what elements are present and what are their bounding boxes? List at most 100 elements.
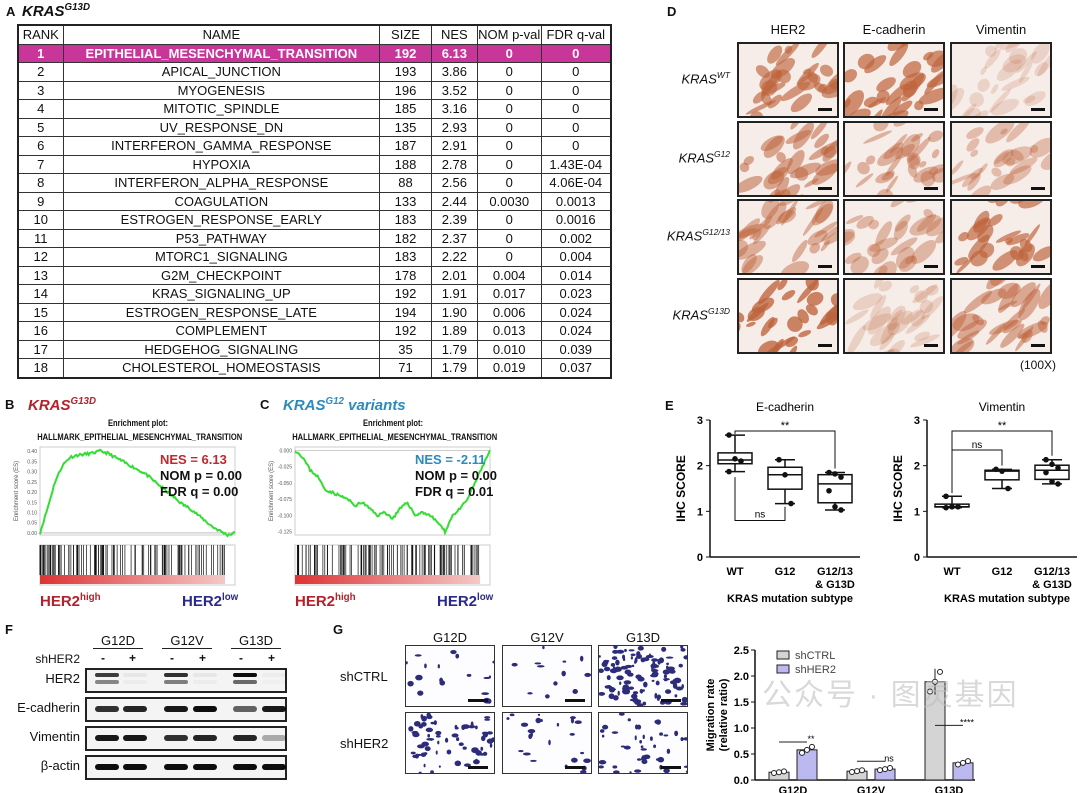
cell — [599, 691, 606, 696]
cell — [424, 746, 431, 752]
column-label: Vimentin — [975, 22, 1027, 37]
cell — [478, 751, 481, 755]
data-point — [1043, 456, 1049, 463]
stain-blob — [909, 214, 942, 236]
data-point — [832, 471, 838, 477]
stain-blob — [864, 55, 887, 74]
cell — [426, 713, 431, 717]
cell — [542, 646, 545, 650]
stain-blob — [958, 232, 969, 242]
stain-blob — [877, 146, 904, 167]
scale-bar — [1031, 108, 1045, 111]
stain-blob — [913, 166, 939, 183]
migration-image — [502, 712, 592, 774]
cell — [471, 747, 479, 754]
stain-blob — [883, 142, 904, 160]
stain-blob — [889, 44, 909, 67]
cell — [620, 665, 629, 670]
blot-strip — [85, 668, 287, 693]
stain-blob — [926, 217, 943, 237]
stain-blob — [907, 154, 920, 170]
x-tick-label: WT — [943, 566, 960, 578]
table-cell: INTERFERON_ALPHA_RESPONSE — [62, 173, 381, 193]
cell — [430, 738, 433, 741]
stain-blob — [863, 130, 892, 144]
cell — [632, 697, 639, 704]
stain-blob — [1003, 165, 1032, 185]
es-curve — [39, 448, 236, 538]
band — [262, 764, 286, 770]
cell — [579, 770, 587, 773]
chart-title: Vimentin — [979, 400, 1025, 414]
cell — [553, 681, 558, 686]
stain-blob — [899, 255, 917, 272]
cell — [446, 749, 452, 755]
stain-blob — [776, 207, 797, 225]
stain-blob — [805, 280, 819, 291]
stain-blob — [777, 280, 788, 291]
cell — [601, 661, 608, 668]
table-cell: 0 — [476, 228, 542, 248]
stain-blob — [1006, 123, 1031, 143]
table-cell: 2.56 — [430, 173, 478, 193]
table-cell: CHOLESTEROL_HOMEOSTASIS — [62, 358, 381, 378]
cell — [641, 759, 648, 765]
label-sup: high — [80, 592, 101, 603]
stain-blob — [966, 127, 984, 140]
stain-blob — [890, 201, 919, 208]
stain-blob — [1001, 76, 1030, 91]
table-cell: 1.43E-04 — [540, 154, 612, 174]
data-point — [887, 764, 893, 771]
stain-blob — [935, 224, 943, 244]
stain-blob — [790, 93, 813, 113]
cell — [611, 731, 619, 734]
scale-bar — [468, 766, 488, 769]
stain-blob — [1032, 246, 1050, 262]
cell — [433, 720, 438, 726]
cell — [527, 729, 536, 734]
stain-blob — [900, 134, 921, 157]
cell — [628, 686, 635, 690]
scale-bar — [661, 766, 681, 769]
stain-blob — [820, 64, 834, 77]
cell — [461, 724, 466, 730]
stain-blob — [763, 202, 787, 230]
stain-blob — [863, 96, 879, 108]
stain-blob — [824, 68, 837, 95]
cell — [520, 722, 529, 727]
protein-label: E-cadherin — [17, 700, 80, 715]
data-point — [993, 466, 999, 473]
y-tick-label: 0.10 — [27, 510, 37, 516]
stain-blob — [1029, 137, 1050, 158]
cell — [680, 646, 684, 649]
stain-blob — [802, 207, 824, 237]
band — [233, 680, 257, 684]
cell — [630, 653, 636, 657]
stain-blob — [813, 82, 827, 94]
table-cell: 6 — [17, 136, 64, 156]
cell — [455, 653, 460, 659]
lane-group-label: G12D — [93, 633, 143, 649]
y-tick-label: 0.40 — [27, 449, 37, 455]
cell — [619, 681, 622, 685]
cell — [661, 646, 667, 652]
cell — [636, 724, 642, 730]
scale-bar — [1031, 344, 1045, 347]
stain-blob — [966, 110, 989, 116]
x-tick-label: WT — [726, 566, 743, 578]
scale-bar — [924, 344, 938, 347]
table-cell: 0 — [476, 62, 542, 82]
significance-label: ** — [781, 420, 790, 432]
label-sup: low — [477, 592, 494, 603]
stain-blob — [781, 201, 799, 226]
stain-blob — [749, 216, 773, 240]
magnification-label: (100X) — [1020, 358, 1057, 372]
panel-e-label: E — [665, 398, 674, 413]
stain-blob — [889, 133, 908, 154]
label-sup: low — [222, 592, 239, 603]
table-cell: ESTROGEN_RESPONSE_EARLY — [62, 210, 381, 230]
cell — [657, 756, 665, 763]
data-point — [1043, 469, 1049, 476]
column-header: NAME — [62, 24, 381, 45]
panel-label: G — [333, 622, 344, 637]
